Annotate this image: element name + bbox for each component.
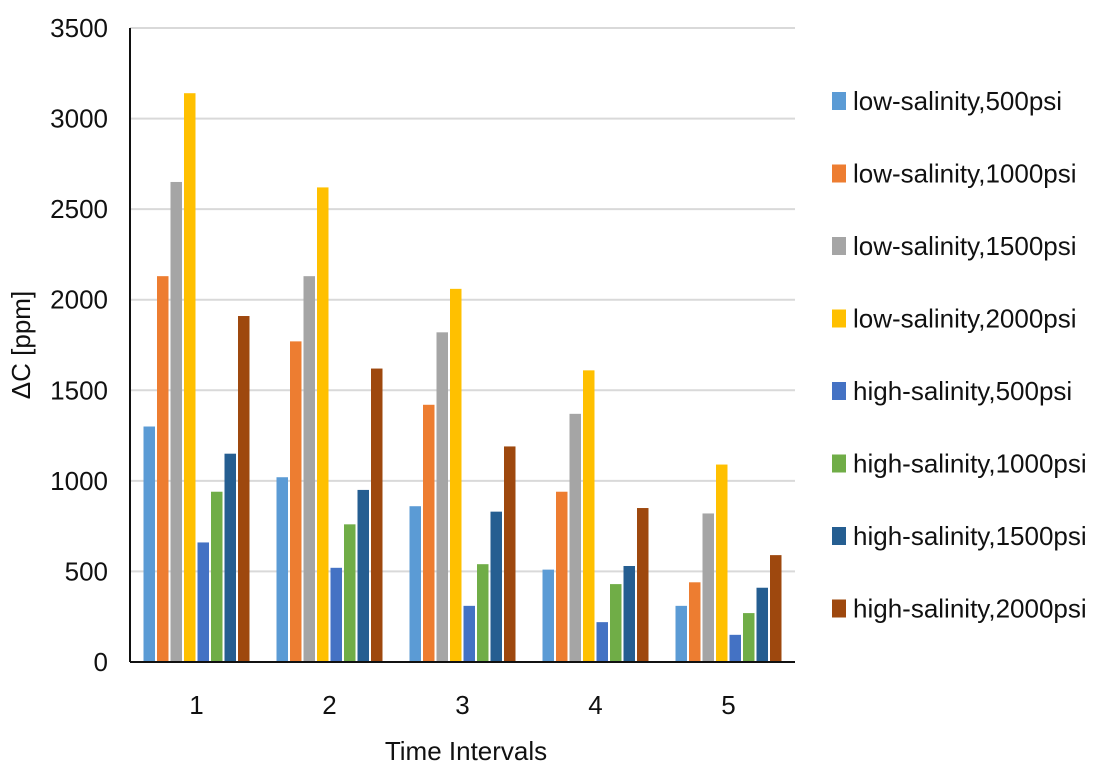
legend-label: low-salinity,1000psi [853,159,1077,189]
bar-low-salinity-500psi-2 [276,477,288,662]
x-tick-label: 2 [322,690,336,720]
legend-swatch [832,382,846,400]
y-axis-title: ΔC [ppm] [6,291,36,399]
bar-high-salinity-500psi-2 [330,567,342,662]
x-tick-label: 1 [189,690,203,720]
legend-item: low-salinity,1500psi [832,231,1077,261]
bar-high-salinity-2000psi-4 [637,508,649,662]
legend-item: high-salinity,1500psi [832,521,1087,551]
x-tick-label: 3 [455,690,469,720]
bar-low-salinity-1500psi-2 [303,276,315,662]
y-tick-label: 3500 [50,13,108,43]
bar-low-salinity-1000psi-3 [423,404,435,662]
y-tick-label: 2000 [50,285,108,315]
bar-high-salinity-2000psi-1 [238,316,250,662]
bar-low-salinity-2000psi-3 [450,288,462,662]
legend-label: high-salinity,1000psi [853,449,1087,479]
legend-item: low-salinity,2000psi [832,304,1077,334]
bar-high-salinity-2000psi-5 [770,555,782,662]
bar-high-salinity-1000psi-3 [477,564,489,662]
bar-high-salinity-1500psi-3 [490,511,502,662]
legend-item: low-salinity,500psi [832,86,1062,116]
bar-high-salinity-2000psi-2 [371,368,383,662]
legend-label: low-salinity,2000psi [853,304,1077,334]
bar-low-salinity-2000psi-2 [317,187,329,663]
bar-high-salinity-1000psi-5 [743,613,755,662]
bar-low-salinity-500psi-4 [542,569,554,662]
legend-swatch [832,92,846,110]
legend-label: high-salinity,500psi [853,376,1072,406]
x-tick-label: 4 [588,690,602,720]
bar-low-salinity-1000psi-1 [157,276,169,662]
bar-high-salinity-1500psi-1 [224,453,236,662]
bar-high-salinity-1000psi-2 [344,524,356,662]
legend-swatch [832,164,846,183]
bar-high-salinity-500psi-3 [463,605,475,662]
bar-low-salinity-1500psi-1 [170,181,182,662]
bar-low-salinity-1000psi-2 [290,341,302,662]
bar-low-salinity-2000psi-5 [716,464,728,662]
legend-swatch [832,237,846,255]
bar-low-salinity-1000psi-5 [689,582,701,662]
bar-high-salinity-2000psi-3 [504,446,516,662]
bar-low-salinity-1000psi-4 [556,491,568,662]
legend: low-salinity,500psi low-salinity,1000psi l… [832,86,1087,624]
bar-high-salinity-500psi-1 [197,542,209,662]
legend-item: high-salinity,500psi [832,376,1072,406]
bar-high-salinity-1500psi-2 [357,489,369,662]
bar-high-salinity-1000psi-1 [211,491,223,662]
legend-item: high-salinity,1000psi [832,449,1087,479]
bar-high-salinity-1500psi-5 [756,587,768,662]
bar-low-salinity-500psi-3 [409,506,421,662]
legend-swatch [832,309,846,328]
bars [143,93,782,663]
bar-high-salinity-1000psi-4 [610,584,622,662]
y-tick-label: 3000 [50,104,108,134]
bar-high-salinity-1500psi-4 [623,565,635,662]
legend-item: high-salinity,2000psi [832,594,1087,624]
bar-low-salinity-1500psi-3 [436,332,448,662]
legend-label: low-salinity,500psi [853,86,1062,116]
legend-label: high-salinity,2000psi [853,594,1087,624]
y-tick-label: 500 [65,556,108,586]
axes: Time Intervals ΔC [ppm] 0 500 1000 1500 2000… [6,13,795,766]
y-tick-label: 1500 [50,375,108,405]
y-tick-label: 1000 [50,466,108,496]
legend-label: low-salinity,1500psi [853,231,1077,261]
bar-low-salinity-1500psi-5 [702,513,714,662]
legend-swatch [832,527,846,545]
legend-label: high-salinity,1500psi [853,521,1087,551]
bar-low-salinity-500psi-1 [143,426,155,662]
legend-swatch [832,599,846,618]
bar-low-salinity-2000psi-1 [184,93,196,662]
legend-swatch [832,454,846,473]
bar-low-salinity-500psi-5 [675,605,687,662]
x-tick-label: 5 [721,690,735,720]
legend-item: low-salinity,1000psi [832,159,1077,189]
bar-low-salinity-1500psi-4 [569,413,581,662]
y-tick-label: 0 [94,647,108,677]
y-tick-label: 2500 [50,194,108,224]
bar-high-salinity-500psi-5 [729,634,741,662]
bar-low-salinity-2000psi-4 [583,370,595,662]
x-axis-title: Time Intervals [385,736,547,766]
bar-high-salinity-500psi-4 [596,622,608,662]
